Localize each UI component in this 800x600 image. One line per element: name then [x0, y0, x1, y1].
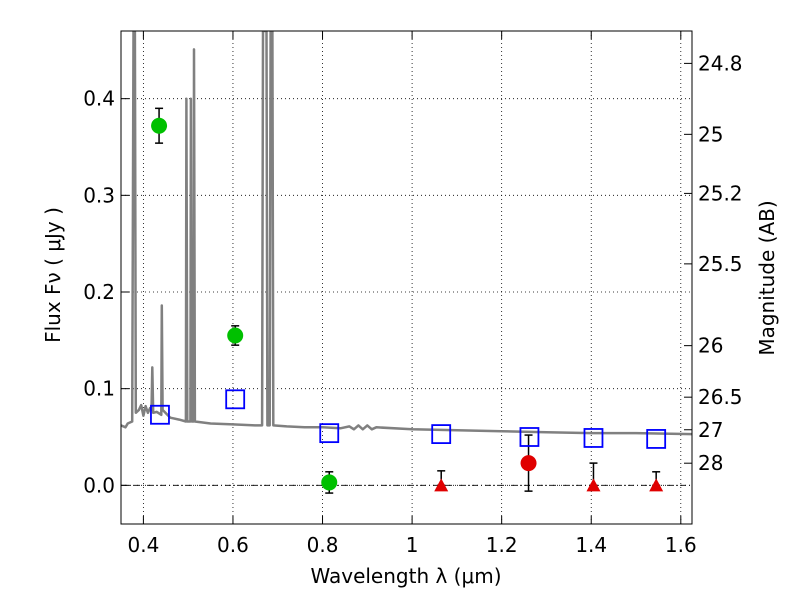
y-tick-label: 0.2 [83, 280, 115, 304]
magnitude-axis-title: Magnitude (AB) [755, 200, 779, 355]
magnitude-tick-label: 25 [698, 122, 723, 146]
x-tick-label: 0.6 [217, 533, 249, 557]
magnitude-tick-label: 25.2 [698, 181, 743, 205]
model-square-marker [431, 424, 452, 445]
x-tick-label: 0.4 [127, 533, 159, 557]
x-tick-label: 1 [406, 533, 419, 557]
axis-ticks: 0.4 0.6 0.8 1 1.2 1.4 1.6 0.0 0.1 0.2 0.3 0.4 24.8 25… [83, 31, 743, 557]
y-tick-label: 0.3 [83, 183, 115, 207]
spectrum-line [121, 31, 692, 436]
model-square-marker [225, 389, 246, 410]
x-tick-label: 1.6 [665, 533, 697, 557]
magnitude-tick-label: 26 [698, 334, 723, 358]
green-point-marker [151, 117, 168, 134]
model-square-marker [583, 428, 604, 448]
red-triangle-marker [649, 478, 664, 492]
model-square-marker [646, 429, 667, 449]
y-tick-label: 0.0 [83, 473, 115, 497]
model-square-marker [319, 423, 340, 444]
plot-frame [120, 30, 693, 525]
y-tick-label: 0.4 [83, 87, 115, 111]
magnitude-tick-label: 28 [698, 451, 723, 475]
magnitude-tick-label: 27 [698, 418, 723, 442]
plot-data [121, 31, 692, 494]
x-tick-label: 1.4 [575, 533, 607, 557]
y-tick-label: 0.1 [83, 377, 115, 401]
red-triangle-marker [586, 478, 601, 492]
y-axis-title: Flux Fν ( μJy ) [41, 207, 65, 343]
x-tick-label: 0.8 [307, 533, 339, 557]
magnitude-tick-label: 25.5 [698, 252, 743, 276]
red-triangle-marker [434, 478, 449, 492]
magnitude-tick-label: 24.8 [698, 51, 743, 75]
green-point-marker [227, 327, 244, 344]
model-square-marker [150, 404, 170, 425]
green-point-marker [321, 474, 338, 491]
x-tick-label: 1.2 [486, 533, 518, 557]
grid [121, 31, 692, 524]
model-square-marker [519, 427, 540, 447]
magnitude-tick-label: 26.5 [698, 385, 743, 409]
red-point-marker [520, 455, 537, 472]
x-axis-title: Wavelength λ (μm) [310, 564, 501, 588]
